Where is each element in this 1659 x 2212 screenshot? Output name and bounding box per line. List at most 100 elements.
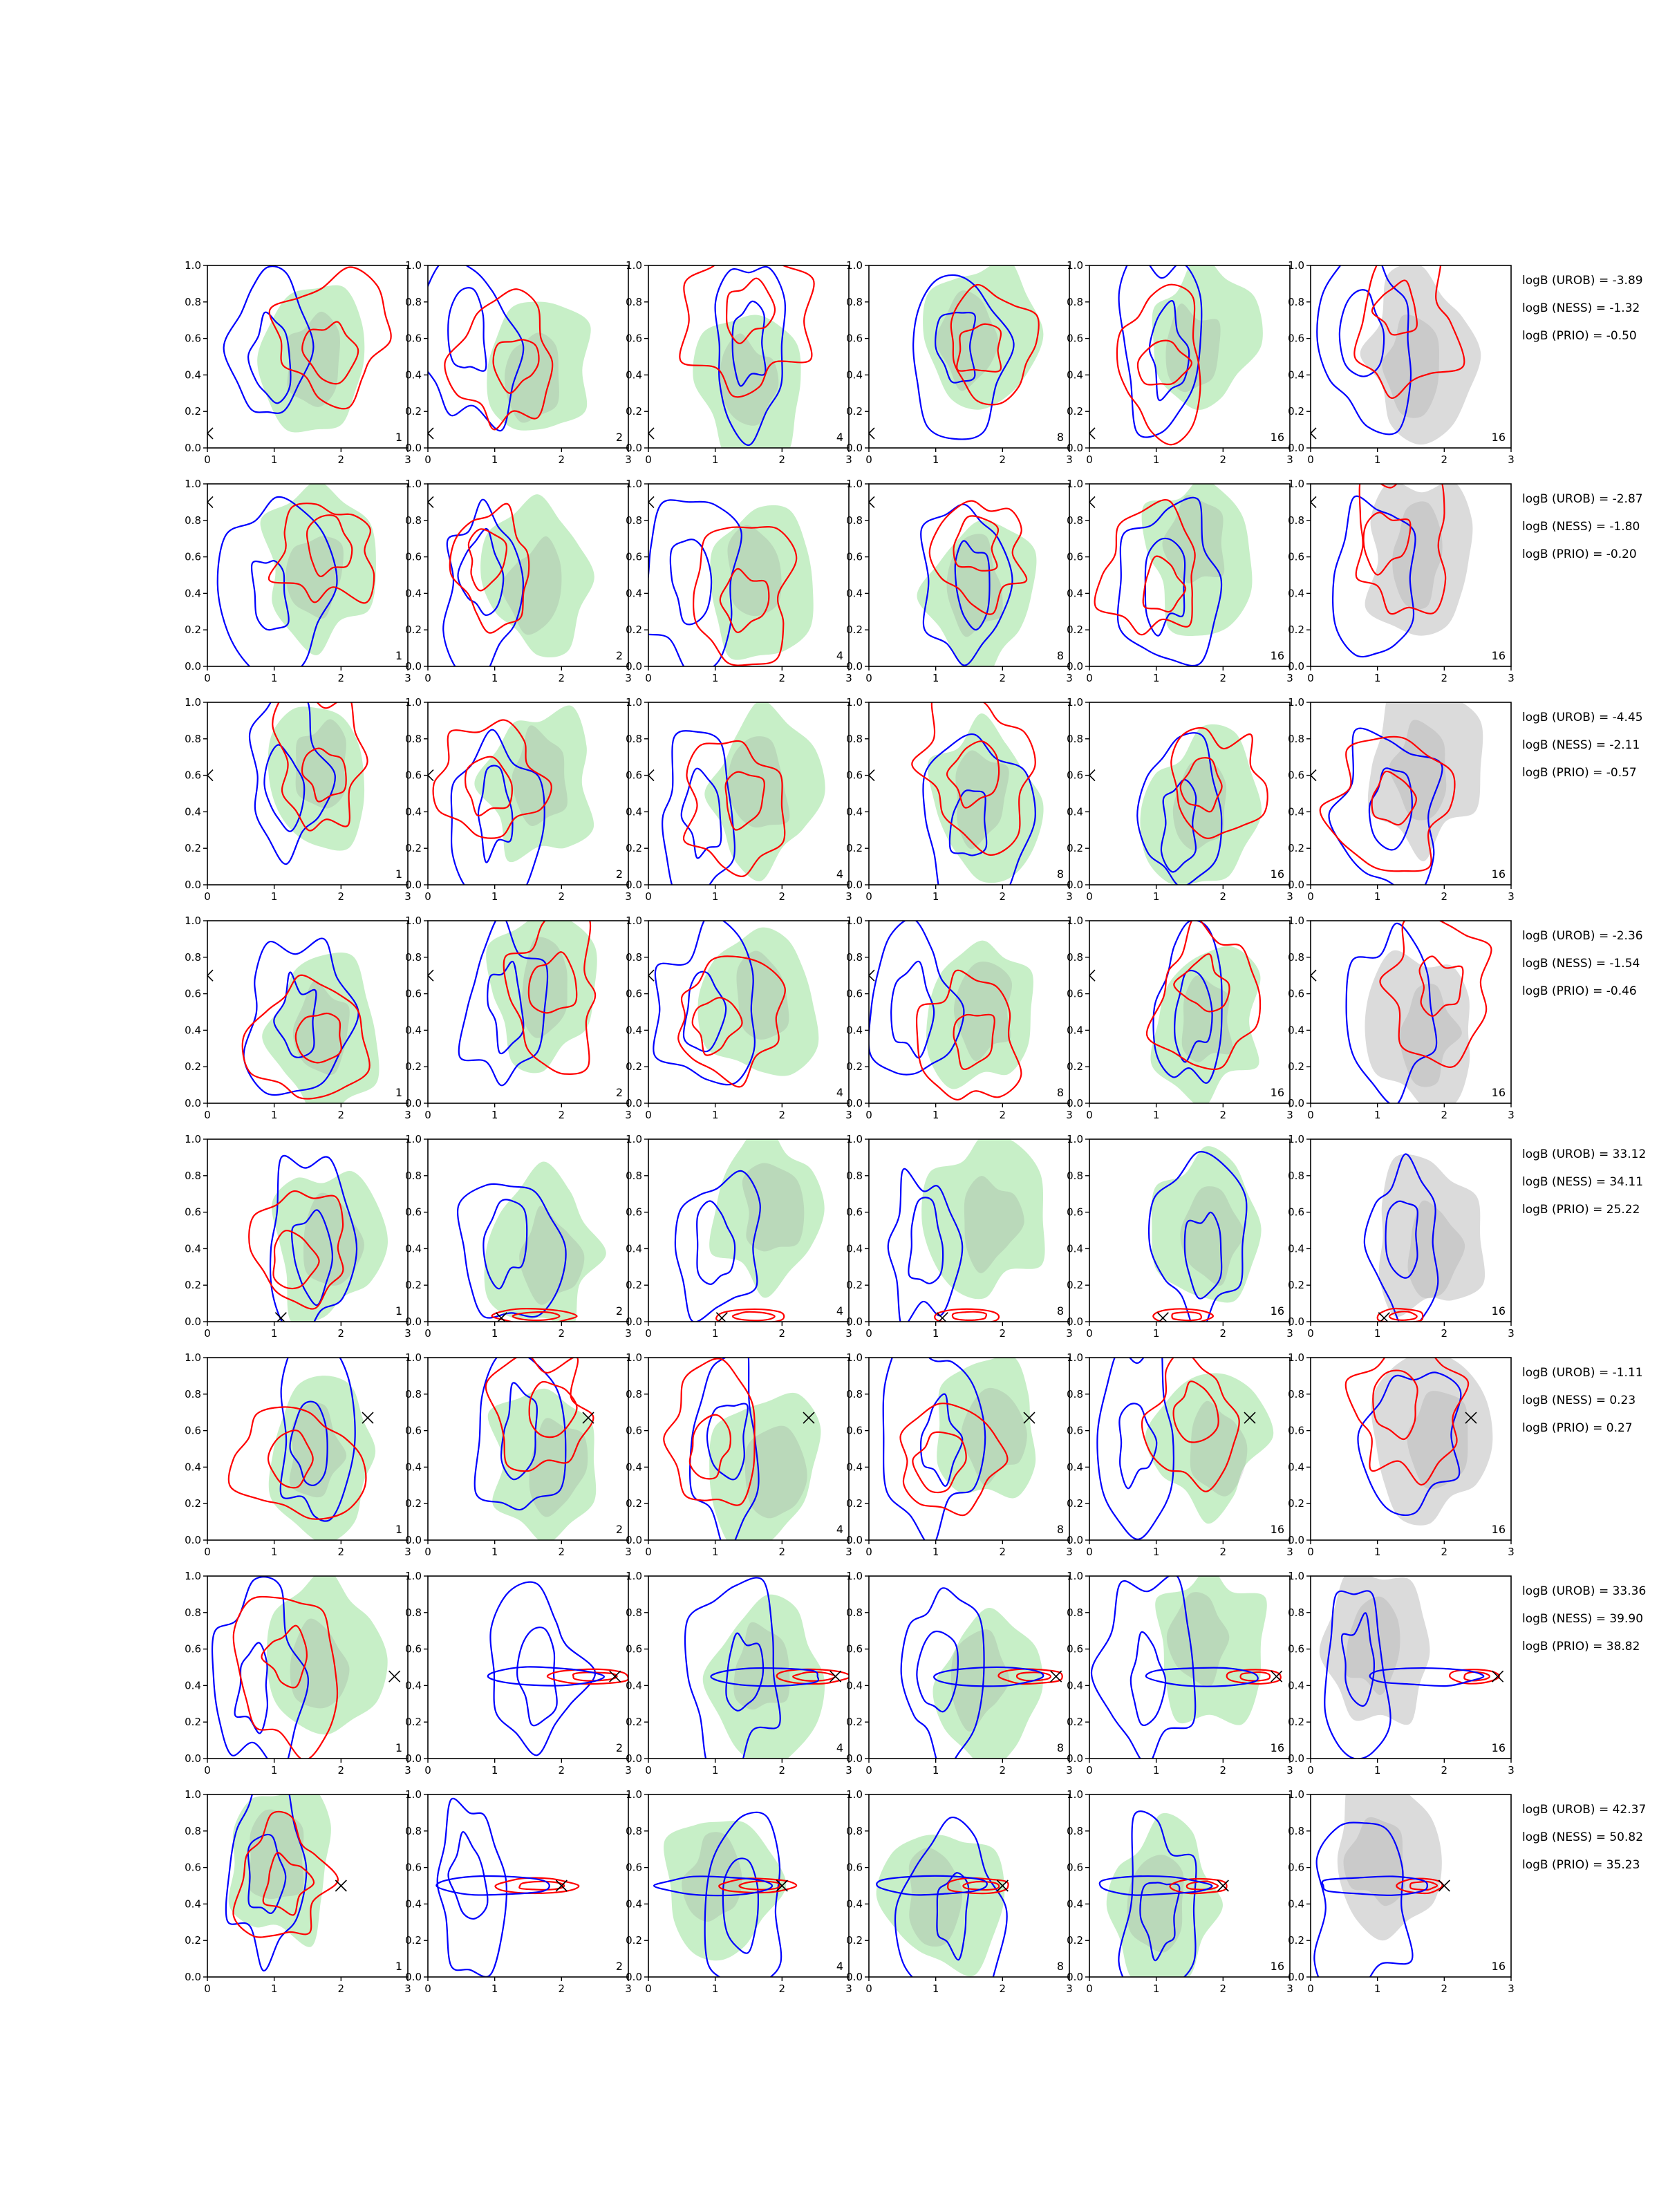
panel-r7-c1: 0 1 2 3 0.0 0.2 0.4 0.6 0.8 1.0 1: [185, 1570, 411, 1777]
y-tick-label: 1.0: [846, 1351, 863, 1364]
y-tick-label: 0.6: [185, 551, 201, 563]
reference-contour-outer: [1147, 1151, 1248, 1322]
panel-corner-label: 8: [1057, 1523, 1064, 1536]
x-tick-label: 0: [1307, 1109, 1314, 1121]
posterior-contour-inner: [1388, 1311, 1418, 1321]
x-tick-label: 0: [204, 453, 211, 466]
x-tick-label: 0: [204, 1327, 211, 1340]
x-tick-label: 3: [1508, 1764, 1515, 1777]
x-tick-label: 1: [932, 672, 939, 684]
evidence-label: logB (NESS) = 39.90: [1522, 1612, 1643, 1626]
posterior-contour-outer: [899, 1403, 1009, 1517]
density-fill-outer: [268, 706, 365, 851]
y-tick-label: 1.0: [405, 1570, 422, 1582]
posterior-contour-inner: [572, 1671, 618, 1682]
panel-frame: [868, 265, 1070, 449]
x-tick-label: 2: [1000, 1109, 1006, 1121]
panel-r3-c5: 0 1 2 30.00.20.40.60.81.016: [1067, 696, 1293, 903]
x-tick-label: 1: [712, 1546, 719, 1558]
panel-frame: [1089, 702, 1291, 885]
panel-r8-c1: 0 1 2 3 0.0 0.2 0.4 0.6 0.8 1.0 1: [185, 1788, 411, 1995]
x-tick-label: 3: [1066, 890, 1073, 903]
posterior-contour-inner: [956, 323, 1002, 373]
x-tick-label: 3: [1286, 890, 1293, 903]
y-tick-label: 0.2: [185, 1279, 201, 1291]
panel-plot-area: [674, 1139, 825, 1322]
x-tick-label: 1: [1153, 1983, 1160, 1995]
reference-contour-inner: [516, 1627, 558, 1727]
density-fill-inner: [727, 736, 790, 828]
panel-frame: [868, 1138, 1070, 1322]
y-tick-label: 0.6: [1288, 1862, 1304, 1874]
panel-corner-label: 1: [395, 1741, 402, 1754]
x-tick-label: 1: [712, 1983, 719, 1995]
x-tick-label: 0: [645, 1546, 652, 1558]
y-tick-label: 0.6: [626, 1862, 642, 1874]
x-tick-label: 2: [559, 1546, 565, 1558]
y-tick-label: 0.4: [185, 1024, 201, 1036]
x-tick-label: 0: [645, 1764, 652, 1777]
posterior-contour-outer: [915, 969, 1022, 1100]
panel-frame: [1310, 1357, 1512, 1541]
y-tick-label: 0.8: [405, 1606, 422, 1619]
x-tick-label: 3: [1066, 1109, 1073, 1121]
x-tick-label: 1: [1153, 1546, 1160, 1558]
posterior-contour-inner: [465, 756, 513, 817]
panel-corner-label: 2: [616, 868, 623, 881]
panel-frame: [207, 702, 409, 885]
truth-marker: [1438, 1880, 1450, 1892]
y-tick-label: 0.2: [185, 1716, 201, 1728]
y-tick-label: 0.6: [846, 332, 863, 345]
y-tick-label: 1.0: [846, 696, 863, 709]
reference-contour-inner: [1338, 289, 1385, 377]
y-tick-label: 0.2: [626, 624, 642, 636]
y-tick-label: 0.8: [626, 1825, 642, 1837]
panel-corner-label: 1: [395, 1086, 402, 1099]
y-tick-label: 0.4: [185, 587, 201, 599]
x-tick-label: 2: [338, 1109, 345, 1121]
panel-frame: [1089, 483, 1291, 667]
y-tick-label: 1.0: [626, 1351, 642, 1364]
evidence-label: logB (NESS) = -1.32: [1522, 301, 1640, 315]
reference-contour-inner: [1183, 1211, 1223, 1300]
evidence-label: logB (UROB) = -2.87: [1522, 492, 1643, 506]
y-tick-label: 0.6: [626, 332, 642, 345]
reference-contour-outer: [243, 937, 359, 1096]
panel-frame: [207, 1357, 409, 1541]
y-tick-label: 1.0: [626, 696, 642, 709]
y-tick-label: 0.0: [405, 1971, 422, 1983]
panel-frame: [868, 1357, 1070, 1541]
evidence-label: logB (PRIO) = -0.20: [1522, 547, 1637, 561]
reference-contour-inner: [706, 1403, 749, 1481]
panel-corner-label: 16: [1271, 431, 1284, 444]
y-tick-label: 0.8: [626, 296, 642, 308]
y-tick-label: 0.4: [1067, 1679, 1083, 1691]
panel-corner-label: 16: [1492, 1523, 1506, 1536]
x-tick-label: 1: [1153, 1764, 1160, 1777]
density-fill-outer: [1151, 1146, 1262, 1303]
x-tick-label: 0: [1307, 1983, 1314, 1995]
evidence-row-3: logB (UROB) = -4.45 logB (NESS) = -2.11 lo…: [1522, 711, 1643, 780]
panel-r7-c3: 0 1 2 30.00.20.40.60.81.04: [626, 1570, 852, 1777]
x-tick-label: 2: [779, 1983, 786, 1995]
y-tick-label: 0.8: [1067, 1606, 1083, 1619]
x-tick-label: 3: [1286, 453, 1293, 466]
evidence-label: logB (NESS) = 50.82: [1522, 1830, 1643, 1844]
y-tick-label: 0.2: [405, 1497, 422, 1510]
x-tick-label: 3: [1508, 453, 1515, 466]
panel-plot-area: [1096, 1358, 1274, 1540]
y-tick-label: 1.0: [185, 478, 201, 490]
x-tick-label: 2: [559, 1764, 565, 1777]
posterior-contour-outer: [1319, 735, 1456, 872]
density-fill-outer: [228, 1794, 331, 1947]
y-tick-label: 0.2: [185, 1060, 201, 1073]
posterior-contour-outer: [248, 1190, 344, 1310]
y-tick-label: 0.0: [1288, 1971, 1304, 1983]
posterior-contour-inner: [953, 1013, 995, 1070]
panel-r7-c4: 0 1 2 30.00.20.40.60.81.08: [846, 1570, 1073, 1777]
panel-corner-label: 16: [1271, 1304, 1284, 1318]
x-tick-label: 2: [1220, 1983, 1227, 1995]
panel-corner-label: 16: [1271, 1523, 1284, 1536]
y-tick-label: 1.0: [626, 478, 642, 490]
x-tick-label: 0: [204, 1546, 211, 1558]
